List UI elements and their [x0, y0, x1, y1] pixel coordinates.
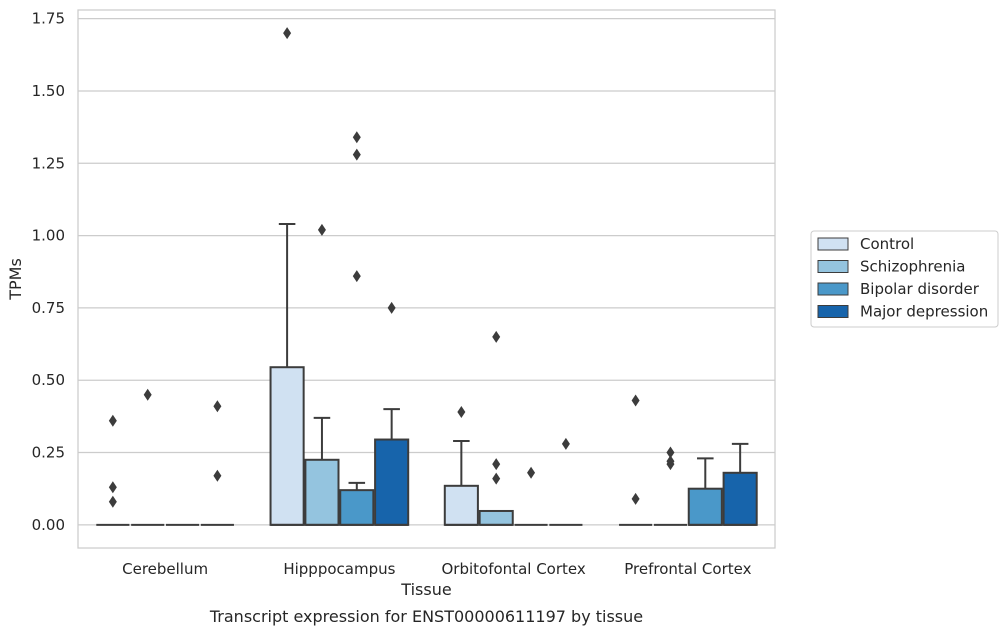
- box-control: [96, 414, 130, 526]
- plot-frame: [77, 9, 776, 549]
- outlier-point: [666, 446, 675, 459]
- legend-swatch: [817, 260, 849, 273]
- y-tick-label: 1.25: [32, 154, 65, 172]
- chart-caption: Transcript expression for ENST0000061119…: [209, 607, 643, 626]
- y-tick-label: 0.25: [32, 444, 65, 462]
- outlier-point: [352, 270, 361, 283]
- outlier-point: [143, 388, 152, 401]
- outlier-point: [387, 301, 396, 314]
- box-major-depression: [374, 301, 410, 526]
- y-tick-label: 1.75: [32, 10, 65, 28]
- box-control: [619, 394, 653, 526]
- box: [478, 509, 514, 526]
- box-schizophrenia: [478, 330, 514, 526]
- box-bipolar-disorder: [687, 457, 723, 526]
- outlier-point: [631, 492, 640, 505]
- legend-label: Schizophrenia: [860, 258, 965, 276]
- y-tick-label: 0.75: [32, 299, 65, 317]
- legend-label: Bipolar disorder: [860, 280, 980, 298]
- legend-label: Control: [860, 235, 914, 253]
- outlier-point: [527, 466, 536, 479]
- y-tick-label: 1.00: [32, 227, 65, 245]
- x-ticks: Cerebellum Hipppocampus Orbitofontal Corte…: [122, 560, 751, 578]
- box: [722, 471, 758, 526]
- box-major-depression: [722, 442, 758, 526]
- outlier-point: [666, 458, 675, 471]
- plot-area: [78, 10, 775, 548]
- legend: Control Schizophrenia Bipolar disorder Majo…: [810, 230, 999, 328]
- box-schizophrenia: [304, 223, 340, 526]
- outlier-point: [213, 400, 222, 413]
- x-tick-label: Cerebellum: [122, 560, 208, 578]
- outlier-point: [283, 27, 292, 40]
- outlier-point: [352, 131, 361, 144]
- outlier-point: [213, 469, 222, 482]
- legend-swatch: [817, 237, 849, 251]
- y-axis-label: TPMs: [6, 258, 25, 301]
- box-bipolar-disorder: [514, 466, 548, 526]
- box: [339, 489, 375, 526]
- box-major-depression: [200, 400, 234, 526]
- box: [443, 484, 479, 526]
- outlier-point: [492, 458, 501, 471]
- x-tick-label: Orbitofontal Cortex: [442, 560, 586, 578]
- outlier-point: [317, 223, 326, 236]
- y-tick-label: 0.00: [32, 516, 65, 534]
- outlier-point: [492, 330, 501, 343]
- outlier-point: [631, 394, 640, 407]
- x-tick-label: Prefrontal Cortex: [624, 560, 751, 578]
- box: [304, 458, 340, 526]
- box-schizophrenia: [653, 446, 688, 526]
- box-bipolar-disorder: [339, 131, 375, 526]
- box-control: [269, 27, 305, 526]
- x-axis-label: Tissue: [400, 580, 451, 599]
- box-groups: [96, 27, 758, 526]
- outlier-point: [352, 148, 361, 161]
- outlier-point: [561, 437, 570, 450]
- box: [374, 438, 410, 526]
- legend-label: Major depression: [860, 303, 988, 321]
- outlier-point: [457, 406, 466, 419]
- box: [269, 366, 305, 526]
- y-tick-label: 0.50: [32, 371, 65, 389]
- x-tick-label: Hipppocampus: [283, 560, 395, 578]
- box: [687, 487, 723, 526]
- legend-swatch: [817, 282, 849, 296]
- outlier-point: [108, 495, 117, 508]
- box-schizophrenia: [131, 388, 165, 526]
- legend-swatch: [817, 305, 849, 318]
- outlier-point: [108, 481, 117, 494]
- outlier-point: [492, 472, 501, 485]
- legend-frame: [810, 230, 999, 328]
- outlier-point: [108, 414, 117, 427]
- box-control: [443, 406, 479, 526]
- y-tick-label: 1.50: [32, 82, 65, 100]
- box-major-depression: [549, 437, 583, 526]
- y-ticks: 0.00 0.25 0.50 0.75 1.00 1.25 1.50 1.75: [32, 10, 65, 534]
